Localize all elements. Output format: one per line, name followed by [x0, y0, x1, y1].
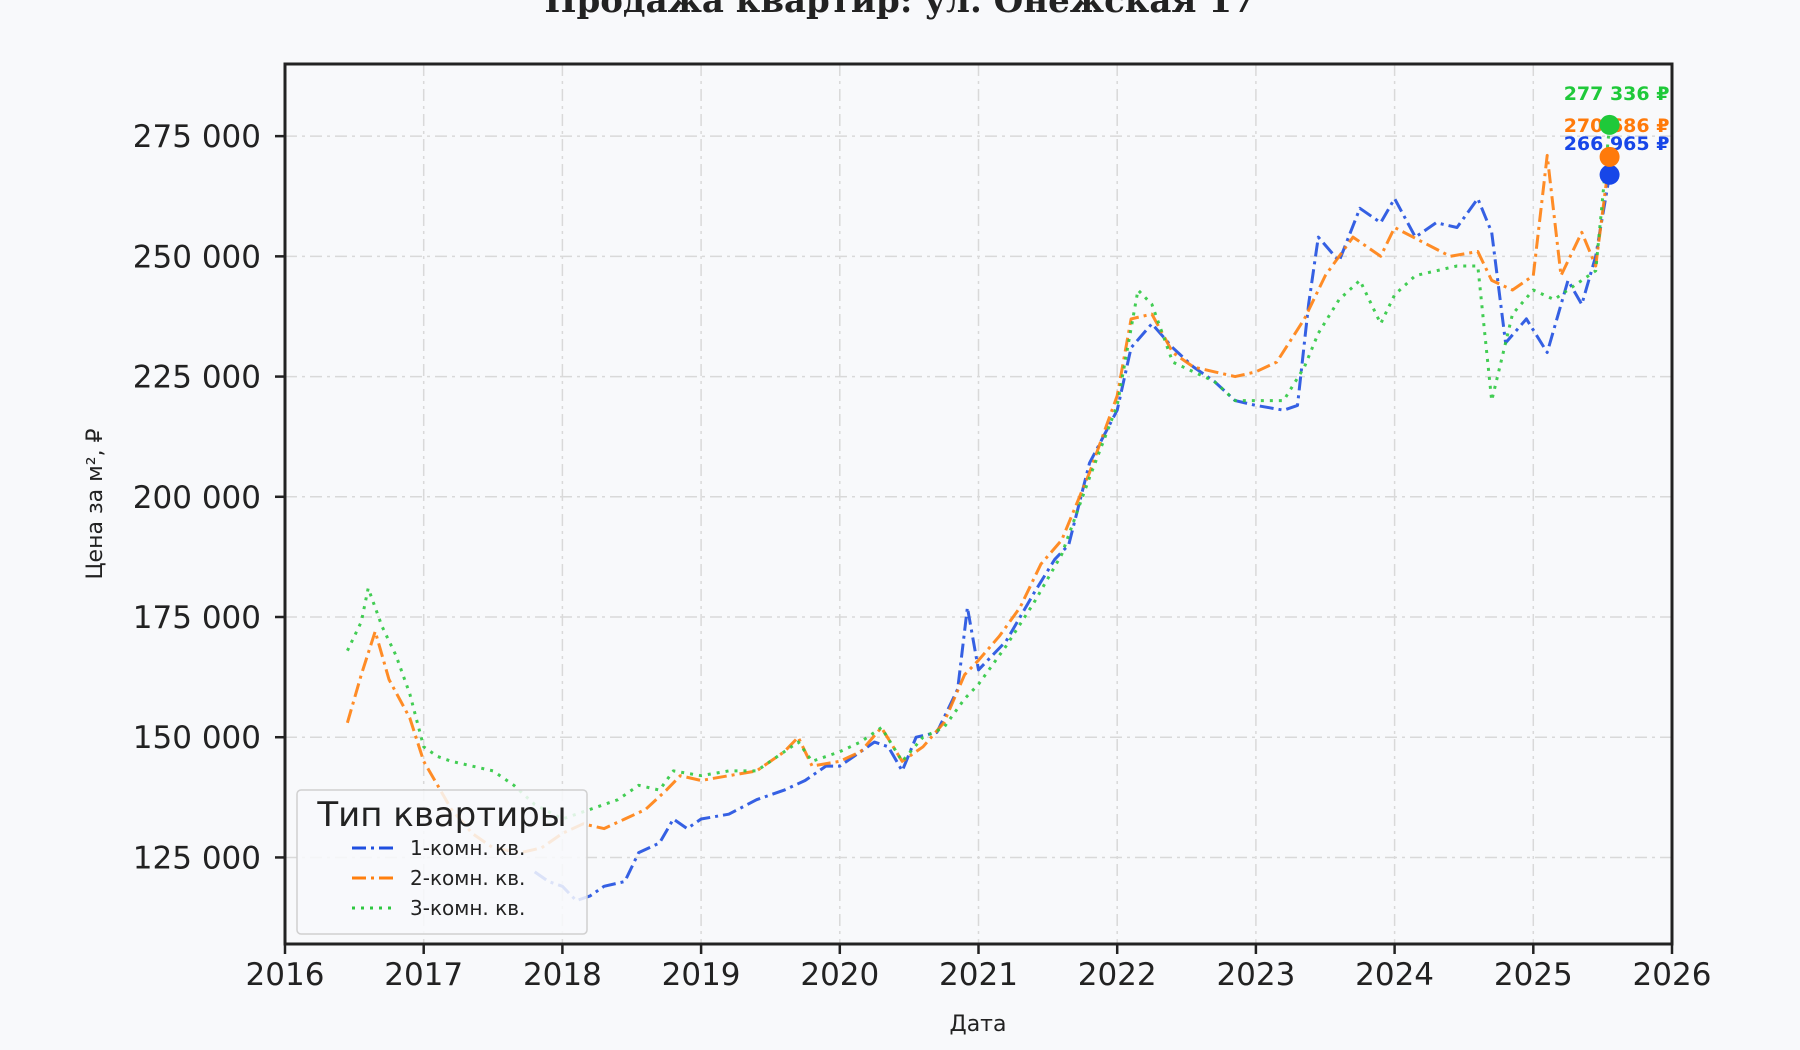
x-tick-label: 2018 [523, 957, 602, 993]
end-point-label: 277 336 ₽ [1564, 83, 1670, 105]
chart-title: Продажа квартир: ул. Онежская 17 [544, 0, 1255, 21]
y-axis: 125 000 150 000 175 000 200 000 225 000 250 0… [133, 119, 285, 876]
legend: Тип квартиры 1-комн. кв. 2-комн. кв. 3-ком… [296, 789, 588, 935]
legend-label: 2-комн. кв. [410, 866, 525, 890]
end-point-label: 266 965 ₽ [1564, 133, 1670, 155]
legend-label: 3-комн. кв. [410, 896, 525, 920]
legend-box [296, 789, 588, 935]
y-tick-label: 200 000 [133, 480, 261, 516]
x-tick-label: 2026 [1633, 957, 1712, 993]
legend-title: Тип квартиры [316, 795, 566, 835]
x-tick-label: 2019 [662, 957, 741, 993]
y-tick-label: 150 000 [133, 720, 261, 756]
x-tick-label: 2021 [939, 957, 1018, 993]
y-tick-label: 125 000 [133, 840, 261, 876]
end-point-marker [1599, 146, 1620, 167]
y-tick-label: 175 000 [133, 600, 261, 636]
x-tick-label: 2023 [1216, 957, 1295, 993]
x-tick-label: 2020 [800, 957, 879, 993]
end-point-marker [1599, 114, 1620, 135]
x-tick-label: 2022 [1078, 957, 1157, 993]
y-tick-label: 275 000 [133, 119, 261, 155]
end-point-marker [1599, 164, 1620, 185]
y-tick-label: 250 000 [133, 239, 261, 275]
legend-label: 1-комн. кв. [410, 836, 525, 860]
grid [284, 64, 1673, 944]
x-axis: 2016 2017 2018 2019 2020 2021 2022 2023 2024 2025… [246, 944, 1712, 993]
x-axis-label: Дата [950, 1012, 1007, 1037]
series-line-1 [533, 174, 1612, 903]
series-line-3 [346, 124, 1612, 821]
y-tick-label: 225 000 [133, 360, 261, 396]
x-tick-label: 2017 [384, 957, 463, 993]
x-tick-label: 2024 [1355, 957, 1434, 993]
y-axis-label: Цена за м², ₽ [83, 428, 108, 579]
end-labels: 266 965 ₽270 686 ₽277 336 ₽ [1564, 83, 1670, 185]
x-tick-label: 2016 [246, 957, 325, 993]
x-tick-label: 2025 [1494, 957, 1573, 993]
legend-entries: 1-комн. кв. 2-комн. кв. 3-комн. кв. [352, 836, 525, 920]
